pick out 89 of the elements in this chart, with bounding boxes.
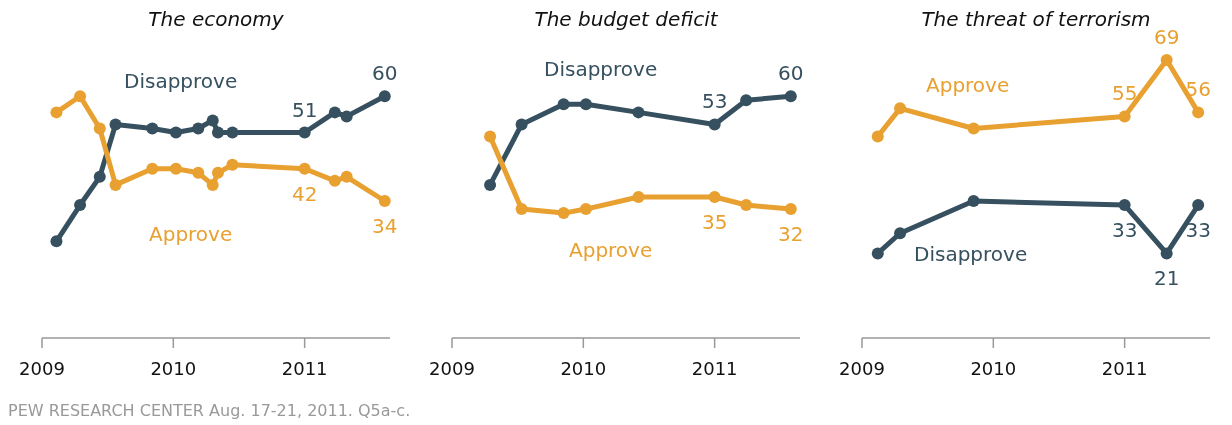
x-tick-label: 2009 [429, 358, 475, 379]
data-label: 60 [778, 61, 804, 86]
chart-title: The economy [148, 7, 285, 31]
point [579, 203, 592, 216]
point [206, 178, 219, 191]
point [169, 162, 182, 175]
point [74, 199, 87, 212]
point [784, 203, 797, 216]
point [1160, 247, 1173, 260]
point [146, 162, 159, 175]
point [1118, 199, 1131, 212]
data-label: 33 [1185, 218, 1211, 243]
point [708, 118, 721, 131]
series-label: Disapprove [124, 69, 238, 94]
point [967, 195, 980, 208]
point [206, 114, 219, 127]
point [1160, 54, 1173, 66]
chart-title: The threat of terrorism [921, 7, 1151, 31]
data-label: 33 [1111, 218, 1138, 243]
point [192, 166, 205, 179]
point [557, 98, 570, 111]
point [378, 195, 391, 208]
point [211, 126, 224, 139]
data-label: 69 [1153, 25, 1180, 49]
point [226, 158, 239, 171]
point [169, 126, 182, 139]
data-label: 21 [1153, 266, 1180, 291]
point [632, 190, 645, 203]
point [226, 126, 239, 139]
x-tick-label: 2010 [970, 358, 1017, 379]
x-tick-label: 2011 [1101, 358, 1148, 379]
point [378, 90, 391, 103]
point [1192, 106, 1205, 119]
x-tick-label: 2010 [560, 358, 607, 379]
point [93, 122, 106, 135]
point [192, 122, 205, 135]
point [298, 162, 311, 175]
data-label: 32 [778, 222, 804, 247]
point [871, 130, 884, 143]
point [740, 199, 753, 212]
data-label: 42 [291, 181, 318, 206]
point [109, 118, 122, 131]
point [894, 102, 907, 115]
data-label: 51 [291, 97, 318, 122]
data-label: 55 [1111, 81, 1138, 106]
data-label: 34 [372, 214, 398, 239]
point [708, 190, 721, 203]
point [894, 227, 907, 240]
point [93, 170, 106, 183]
point [146, 122, 159, 135]
point [50, 106, 63, 119]
point [557, 207, 570, 220]
data-label: 53 [701, 89, 728, 114]
point [1192, 199, 1205, 212]
chart-title: The budget deficit [534, 7, 719, 31]
point [515, 203, 528, 216]
point [109, 178, 122, 191]
point [328, 106, 341, 119]
point [784, 90, 797, 103]
point [74, 90, 87, 103]
text: PEW RESEARCH CENTER Aug. 17-21, 2011. Q5a-c. [8, 401, 411, 420]
series-label: Disapprove [914, 242, 1028, 267]
point [967, 122, 980, 135]
x-tick-label: 2009 [839, 358, 885, 379]
point [50, 235, 63, 248]
point [579, 98, 592, 111]
point [871, 247, 884, 260]
x-tick-label: 2010 [150, 358, 197, 379]
x-tick-label: 2011 [691, 358, 738, 379]
data-label: 56 [1185, 77, 1211, 102]
point [1118, 110, 1131, 123]
series-label: Approve [926, 73, 1010, 98]
data-label: 35 [701, 209, 728, 234]
point [484, 178, 497, 191]
point [340, 110, 353, 123]
series-label: Approve [149, 222, 233, 247]
series-label: Disapprove [544, 57, 658, 82]
point [340, 170, 353, 183]
point [328, 174, 341, 187]
point [632, 106, 645, 119]
point [298, 126, 311, 139]
series-label: Approve [569, 238, 653, 263]
point [484, 130, 497, 143]
x-tick-label: 2009 [19, 358, 65, 379]
point [515, 118, 528, 131]
point [740, 94, 753, 107]
data-label: 60 [372, 61, 398, 86]
point [211, 166, 224, 179]
x-tick-label: 2011 [281, 358, 328, 379]
